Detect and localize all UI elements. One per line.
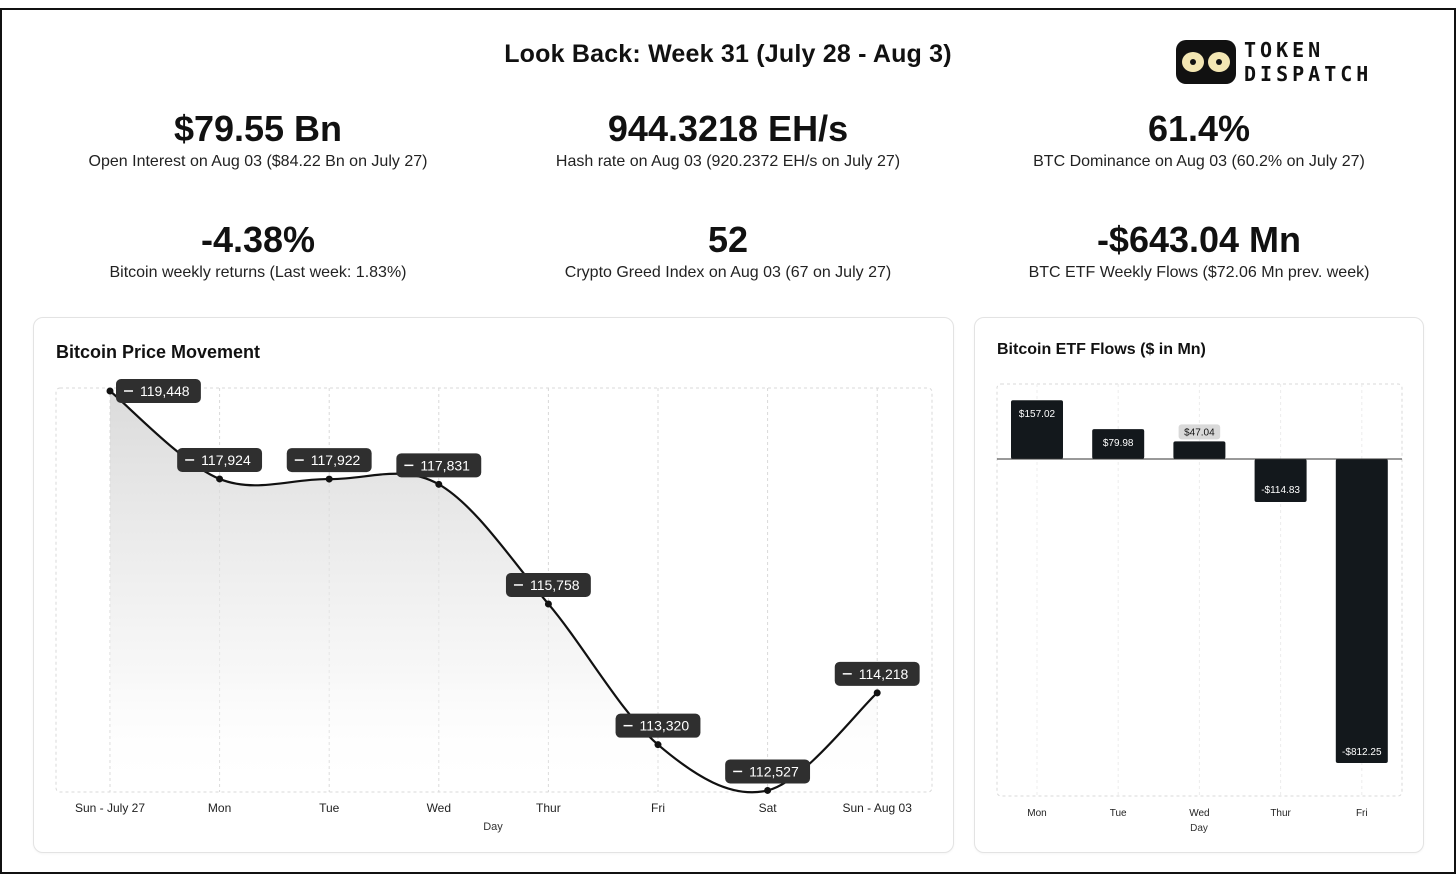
- logo-eyes-icon: [1176, 40, 1236, 84]
- stat-label: Bitcoin weekly returns (Last week: 1.83%…: [109, 264, 407, 281]
- price-chart-card: Bitcoin Price Movement: [33, 317, 954, 853]
- stat-label: BTC ETF Weekly Flows ($72.06 Mn prev. we…: [1028, 264, 1370, 281]
- stat-value: -4.38%: [200, 219, 316, 260]
- logo: TOKEN DISPATCH: [1176, 38, 1372, 86]
- stat-value: -$643.04 Mn: [1096, 219, 1302, 260]
- etf-chart-title: Bitcoin ETF Flows ($ in Mn): [997, 341, 1206, 358]
- logo-text: TOKEN DISPATCH: [1244, 38, 1372, 86]
- stat-weekly-returns: -4.38% Bitcoin weekly returns (Last week…: [28, 220, 488, 282]
- page-title: Look Back: Week 31 (July 28 - Aug 3): [504, 40, 952, 68]
- stat-label: BTC Dominance on Aug 03 (60.2% on July 2…: [1033, 153, 1365, 170]
- stat-btc-dominance: 61.4% BTC Dominance on Aug 03 (60.2% on …: [969, 109, 1429, 171]
- stat-hash-rate: 944.3218 EH/s Hash rate on Aug 03 (920.2…: [498, 109, 958, 171]
- stat-label: Open Interest on Aug 03 ($84.22 Bn on Ju…: [88, 153, 428, 170]
- stat-value: 61.4%: [1147, 108, 1251, 149]
- stat-etf-flows: -$643.04 Mn BTC ETF Weekly Flows ($72.06…: [969, 220, 1429, 282]
- logo-line-2: DISPATCH: [1244, 62, 1373, 86]
- logo-line-1: TOKEN: [1244, 38, 1325, 62]
- etf-chart-card: Bitcoin ETF Flows ($ in Mn): [974, 317, 1424, 853]
- stat-greed-index: 52 Crypto Greed Index on Aug 03 (67 on J…: [498, 220, 958, 282]
- stat-label: Crypto Greed Index on Aug 03 (67 on July…: [564, 264, 892, 281]
- stat-value: 944.3218 EH/s: [607, 108, 849, 149]
- stat-open-interest: $79.55 Bn Open Interest on Aug 03 ($84.2…: [28, 109, 488, 171]
- stat-value: 52: [707, 219, 749, 260]
- stat-value: $79.55 Bn: [173, 108, 343, 149]
- stat-label: Hash rate on Aug 03 (920.2372 EH/s on Ju…: [555, 153, 901, 170]
- price-chart-title: Bitcoin Price Movement: [56, 342, 261, 362]
